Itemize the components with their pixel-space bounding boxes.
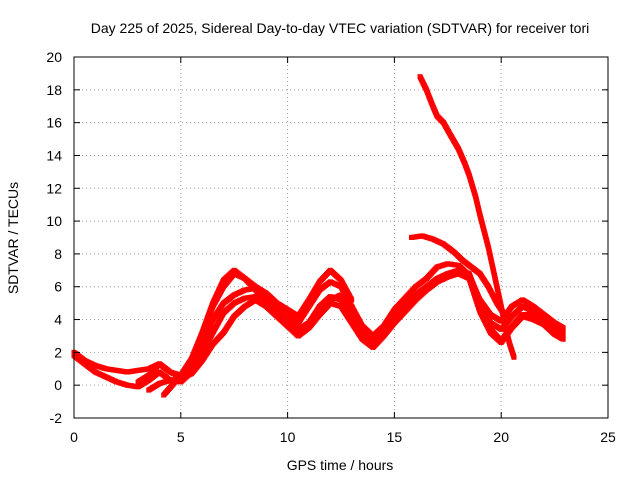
y-axis-label: SDTVAR / TECUs xyxy=(5,182,21,294)
y-tick-label: -2 xyxy=(50,410,63,426)
y-tick-label: 4 xyxy=(54,312,62,328)
plot-border xyxy=(73,56,609,419)
y-tick-label: 2 xyxy=(54,344,62,360)
series-track-6 xyxy=(417,74,517,360)
data-point xyxy=(560,325,566,331)
series-track-5 xyxy=(161,267,355,398)
data-point xyxy=(560,328,566,334)
y-tick-label: 12 xyxy=(46,180,62,196)
x-tick-label: 25 xyxy=(600,429,616,445)
x-tick-label: 10 xyxy=(280,429,296,445)
y-tick-label: 10 xyxy=(46,213,62,229)
x-tick-label: 0 xyxy=(70,429,78,445)
data-point xyxy=(502,313,508,319)
y-tick-label: 16 xyxy=(46,115,62,131)
data-point xyxy=(560,333,566,339)
y-tick-label: 8 xyxy=(54,246,62,262)
data-points xyxy=(71,74,566,398)
x-tick-label: 5 xyxy=(177,429,185,445)
axis-ticks: 0 5 10 15 20 25 -2 0 2 4 6 8 10 12 14 16 18 20 xyxy=(46,49,616,445)
series-track-7 xyxy=(408,233,508,319)
x-tick-label: 20 xyxy=(493,429,509,445)
y-tick-label: 6 xyxy=(54,279,62,295)
y-tick-label: 14 xyxy=(46,147,62,163)
x-axis-label: GPS time / hours xyxy=(287,457,394,473)
data-point xyxy=(560,336,566,342)
data-point xyxy=(349,297,355,303)
chart-title: Day 225 of 2025, Sidereal Day-to-day VTE… xyxy=(91,20,590,36)
data-point xyxy=(511,354,517,360)
x-tick-label: 15 xyxy=(387,429,403,445)
y-tick-label: 20 xyxy=(46,49,62,65)
y-tick-label: 0 xyxy=(54,377,62,393)
y-tick-label: 18 xyxy=(46,82,62,98)
